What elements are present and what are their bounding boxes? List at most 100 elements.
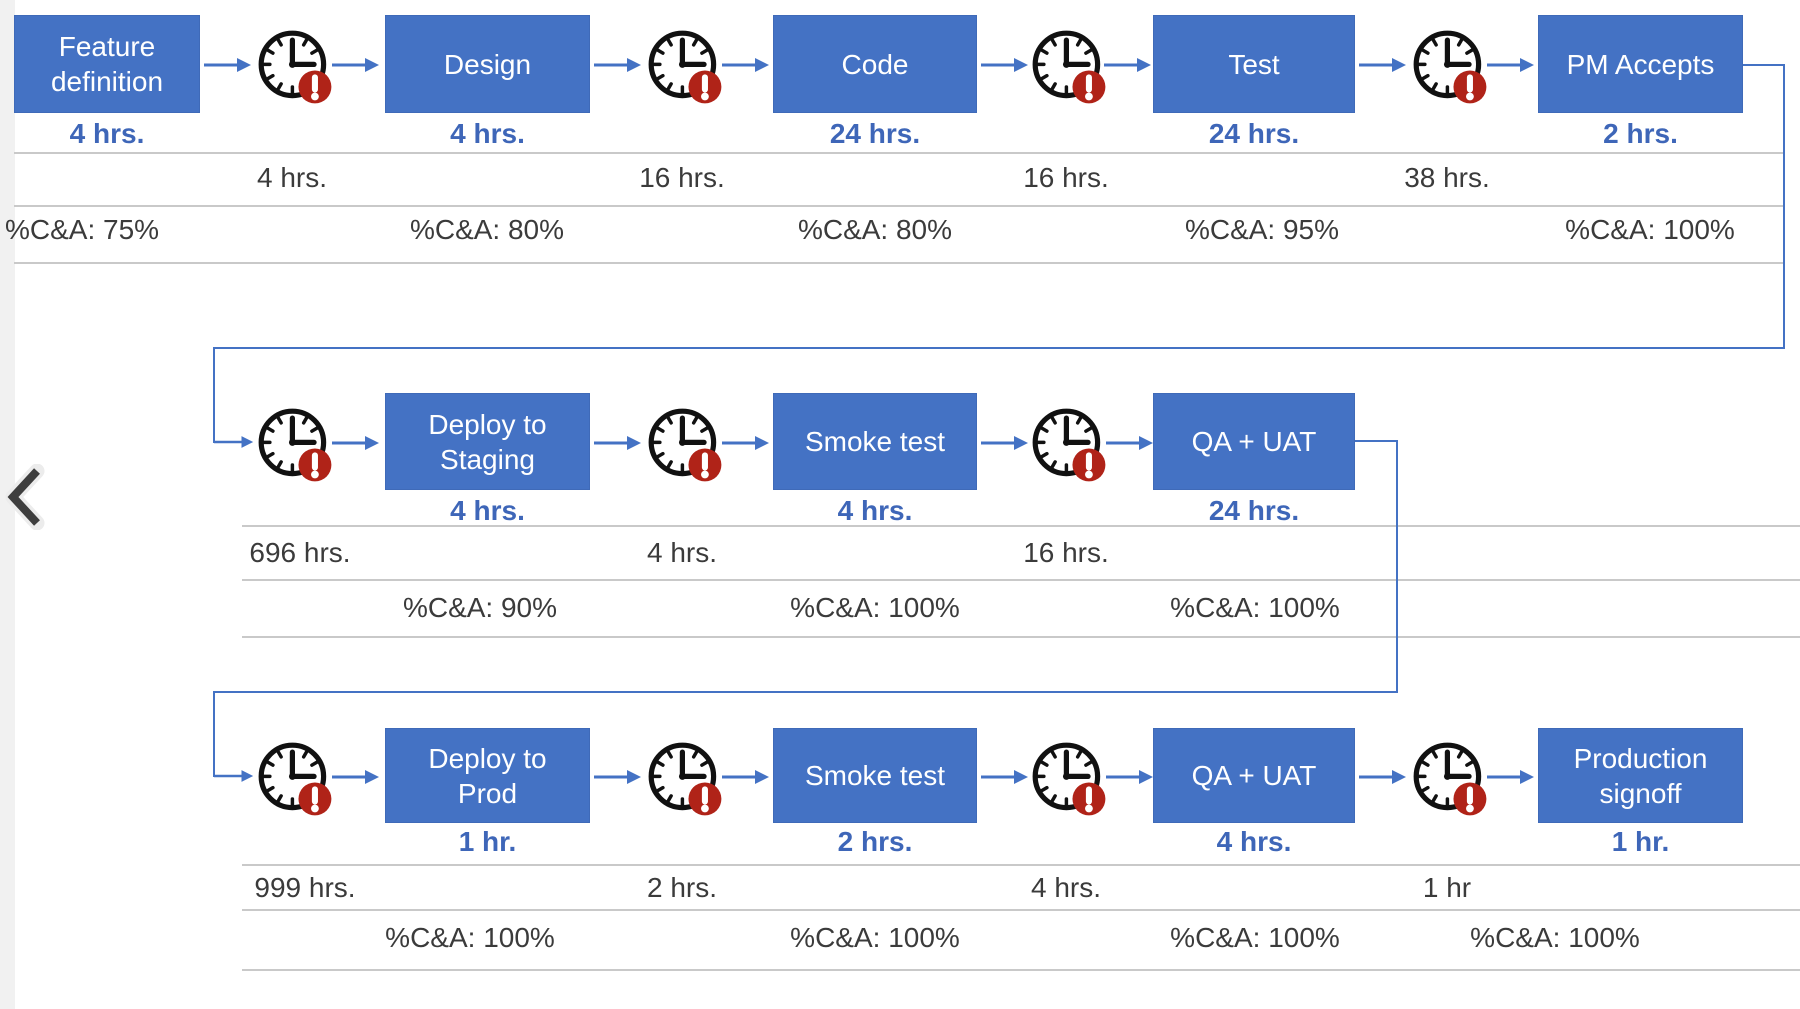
delay-clock-icon	[1030, 406, 1108, 484]
process-label: Smoke test	[804, 426, 946, 457]
process-box-smoke-test: Smoke test	[773, 393, 977, 490]
process-time-label: 4 hrs.	[450, 495, 525, 526]
cna-label: %C&A: 80%	[409, 214, 565, 245]
connector-segment	[213, 691, 1398, 693]
process-time-label: 24 hrs.	[1208, 118, 1300, 149]
process-label: QA + UAT	[1191, 426, 1317, 457]
delay-clock-icon	[1030, 28, 1108, 106]
connector-segment	[1396, 440, 1398, 693]
divider	[242, 969, 1800, 971]
process-box-smoke-test: Smoke test	[773, 728, 977, 823]
flow-arrow-icon	[722, 57, 770, 73]
flow-arrow-icon	[214, 768, 254, 784]
process-box-deploy-to-staging: Deploy to Staging	[385, 393, 590, 490]
cna-label: %C&A: 95%	[1184, 214, 1340, 245]
flow-arrow-icon	[594, 435, 642, 451]
connector-segment	[213, 347, 1785, 349]
wait-time-label: 2 hrs.	[646, 872, 718, 903]
wait-time-label: 4 hrs.	[1030, 872, 1102, 903]
process-time-label: 4 hrs.	[450, 118, 525, 149]
process-label: Smoke test	[804, 760, 946, 791]
wait-time-label: 16 hrs.	[1023, 162, 1109, 193]
connector-segment	[213, 347, 215, 443]
flow-arrow-icon	[1359, 57, 1407, 73]
flow-arrow-icon	[981, 769, 1029, 785]
cna-label: %C&A: 75%	[5, 214, 160, 245]
delay-clock-icon	[1030, 740, 1108, 818]
flow-arrow-icon	[981, 57, 1029, 73]
process-box-qa-uat: QA + UAT	[1153, 728, 1355, 823]
process-box-test: Test	[1153, 15, 1355, 113]
wait-time-label: 4 hrs.	[646, 537, 718, 568]
process-time-label: 4 hrs.	[1216, 826, 1292, 857]
process-box-qa-uat: QA + UAT	[1153, 393, 1355, 490]
cna-label: %C&A: 80%	[797, 214, 953, 245]
connector-segment	[213, 691, 215, 777]
divider	[242, 525, 1800, 527]
flow-arrow-icon	[722, 769, 770, 785]
flow-arrow-icon	[214, 434, 254, 450]
divider	[242, 636, 1800, 638]
delay-clock-icon	[646, 28, 724, 106]
process-box-code: Code	[773, 15, 977, 113]
cna-label: %C&A: 100%	[1565, 214, 1735, 245]
connector-segment	[1783, 64, 1785, 349]
process-label: Design	[443, 48, 532, 80]
process-label: Code	[841, 48, 909, 80]
wait-time-label: 696 hrs.	[249, 537, 351, 568]
delay-clock-icon	[1411, 28, 1489, 106]
flow-arrow-icon	[1106, 769, 1154, 785]
divider	[14, 205, 1784, 207]
slide-edge-strip	[0, 0, 15, 1009]
flow-arrow-icon	[1487, 57, 1535, 73]
wait-time-label: 999 hrs.	[254, 872, 356, 903]
flow-arrow-icon	[594, 769, 642, 785]
cna-label: %C&A: 100%	[1470, 922, 1640, 953]
flow-arrow-icon	[1104, 57, 1152, 73]
flow-arrow-icon	[204, 57, 252, 73]
process-label: Test	[1228, 48, 1280, 80]
process-time-label: 24 hrs.	[829, 118, 921, 149]
flow-arrow-icon	[1106, 435, 1154, 451]
cna-label: %C&A: 100%	[1170, 922, 1340, 953]
process-box-deploy-to-prod: Deploy to Prod	[385, 728, 590, 823]
flow-arrow-icon	[332, 435, 380, 451]
divider	[242, 909, 1800, 911]
process-time-label: 1 hr.	[458, 826, 517, 857]
divider	[14, 262, 1784, 264]
process-box-feature-definition: Feature definition	[14, 15, 200, 113]
process-time-label: 1 hr.	[1611, 826, 1670, 857]
chevron-left-icon	[7, 468, 40, 526]
wait-time-label: 1 hr	[1422, 872, 1472, 903]
cna-label: %C&A: 90%	[402, 592, 558, 623]
flow-arrow-icon	[332, 57, 380, 73]
process-box-pm-accepts: PM Accepts	[1538, 15, 1743, 113]
process-time-label: 2 hrs.	[837, 826, 913, 857]
divider	[242, 864, 1800, 866]
cna-label: %C&A: 100%	[1170, 592, 1340, 623]
delay-clock-icon	[256, 406, 334, 484]
delay-clock-icon	[1411, 740, 1489, 818]
wait-time-label: 4 hrs.	[256, 162, 328, 193]
previous-slide-button[interactable]	[4, 464, 48, 530]
process-label: QA + UAT	[1191, 760, 1317, 791]
process-time-label: 2 hrs.	[1603, 118, 1678, 149]
flow-arrow-icon	[981, 435, 1029, 451]
divider	[14, 152, 1784, 154]
delay-clock-icon	[256, 740, 334, 818]
cna-label: %C&A: 100%	[385, 922, 555, 953]
cna-label: %C&A: 100%	[790, 592, 960, 623]
delay-clock-icon	[646, 740, 724, 818]
wait-time-label: 38 hrs.	[1404, 162, 1490, 193]
flow-arrow-icon	[1487, 769, 1535, 785]
process-time-label: 4 hrs.	[837, 495, 913, 526]
flow-arrow-icon	[722, 435, 770, 451]
wait-time-label: 16 hrs.	[1023, 537, 1109, 568]
process-label: Deploy to Staging	[428, 408, 547, 475]
process-time-label: 4 hrs.	[69, 118, 145, 149]
process-label: Deploy to Prod	[428, 742, 547, 809]
process-label: Feature definition	[50, 31, 164, 97]
connector-segment	[1743, 64, 1785, 66]
process-box-design: Design	[385, 15, 590, 113]
